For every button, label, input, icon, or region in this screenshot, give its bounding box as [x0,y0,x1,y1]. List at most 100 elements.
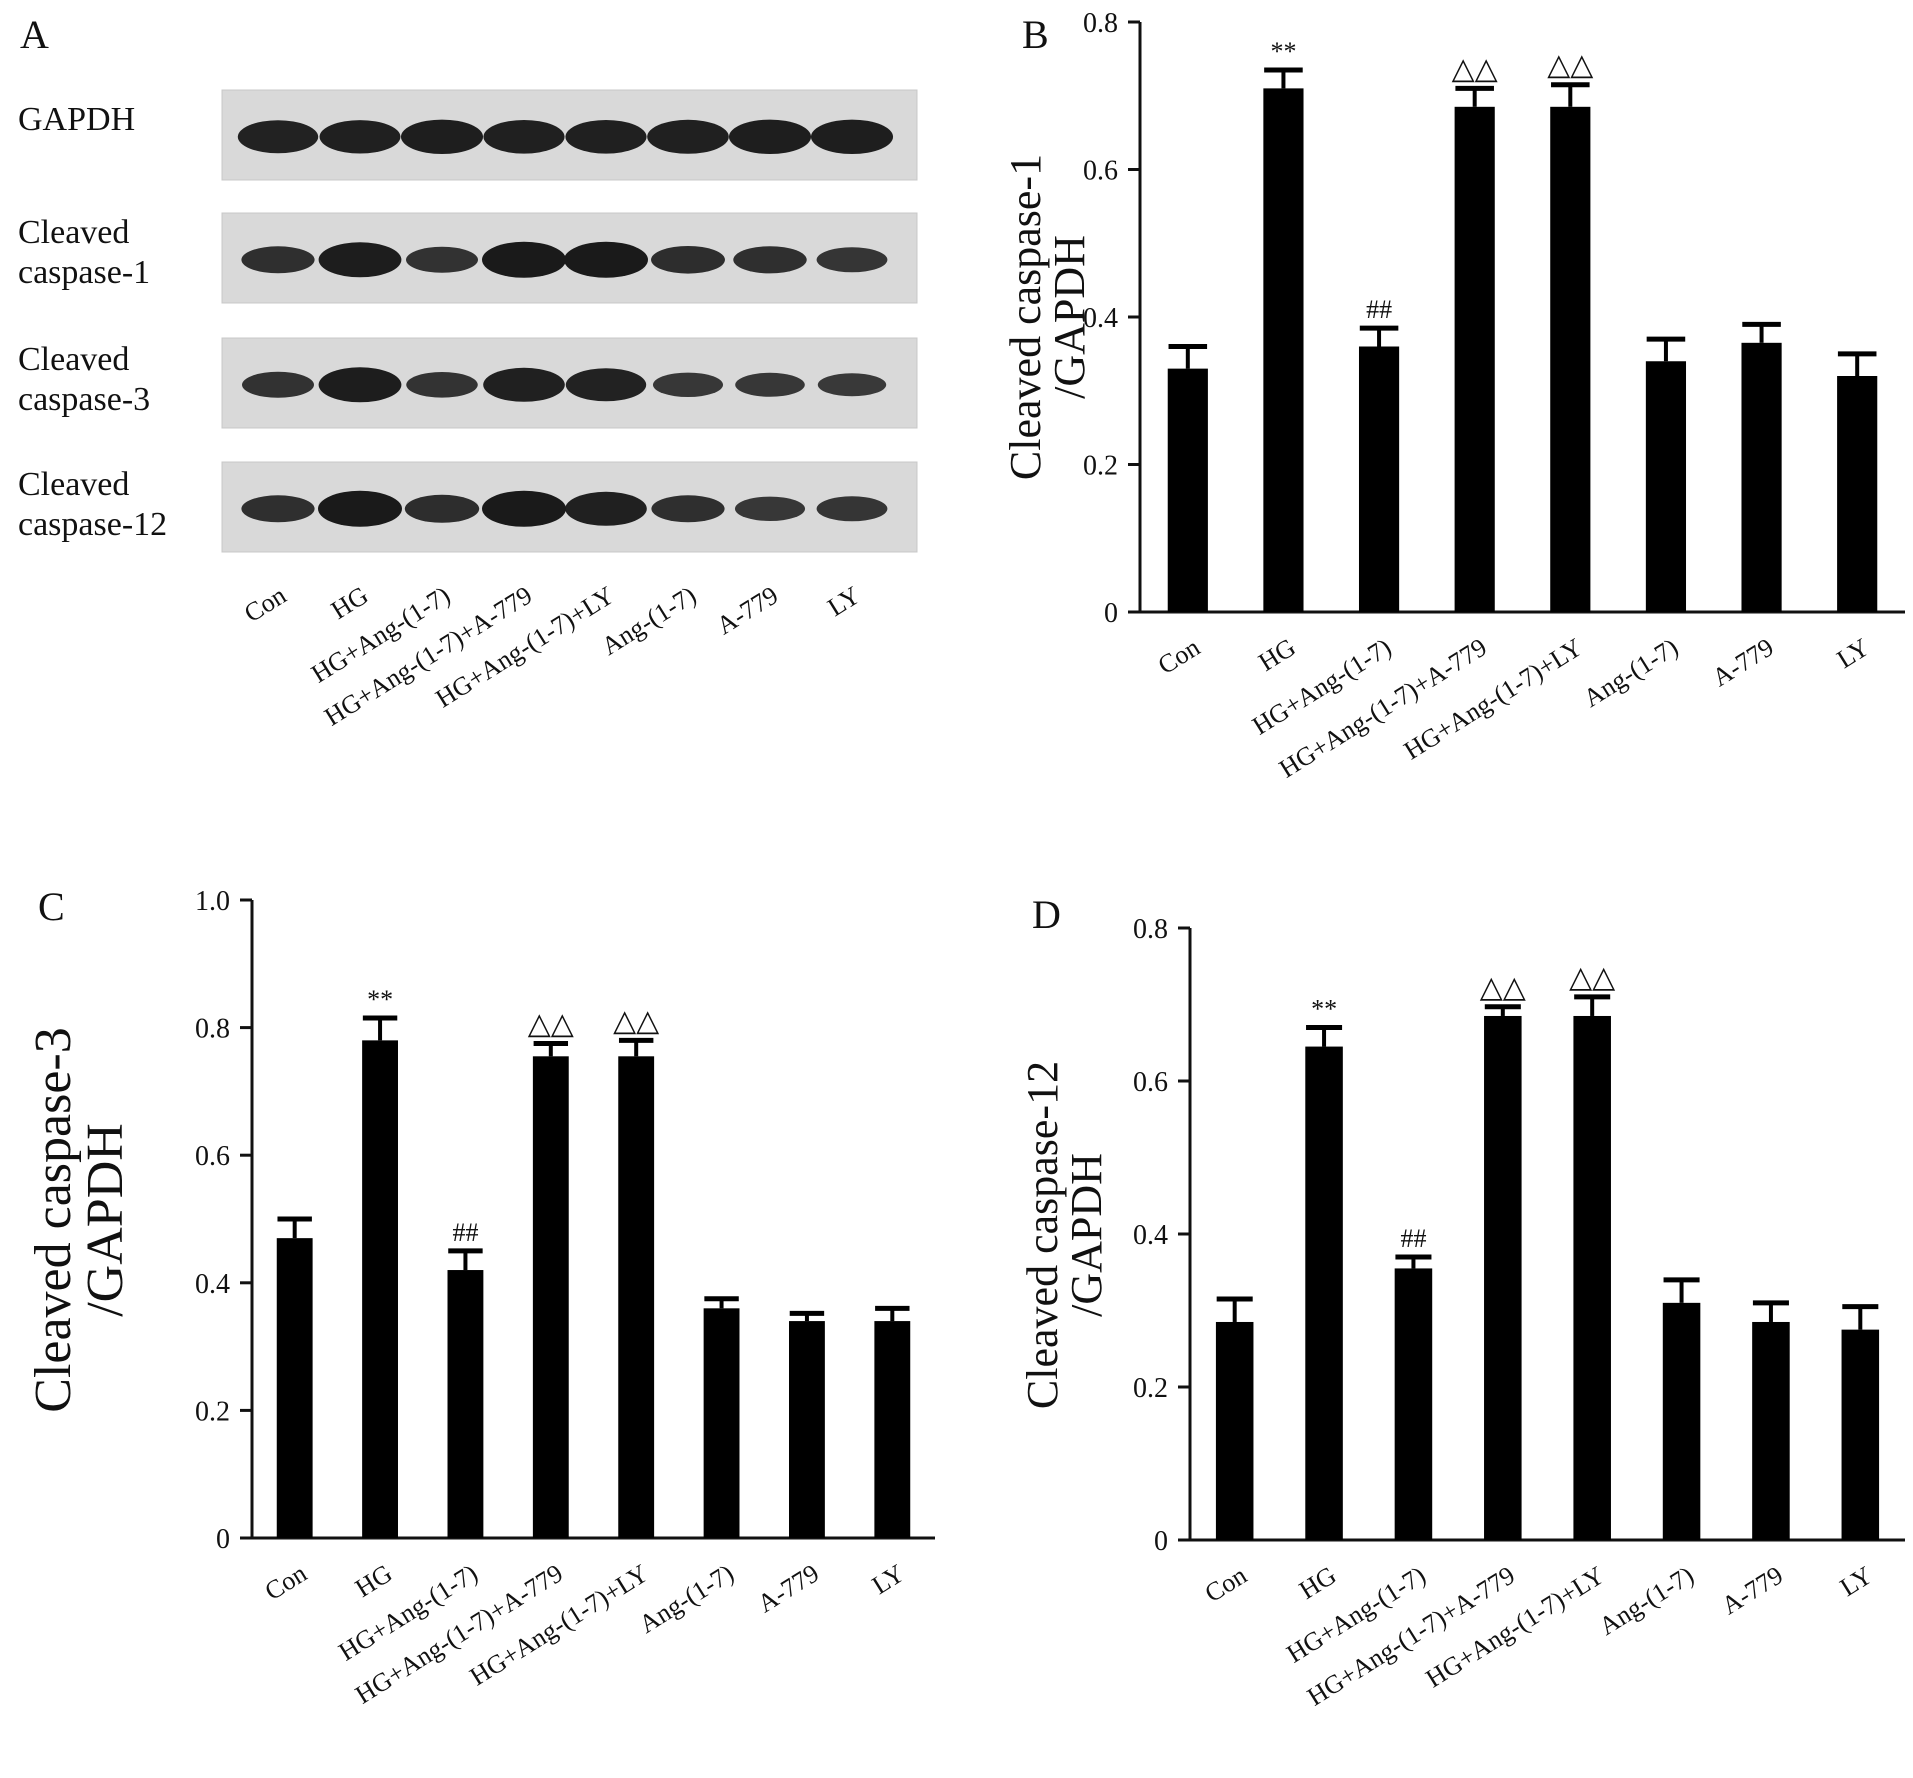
y-axis-label-line: Cleaved caspase-12 [1018,1061,1067,1409]
blot-row-label: caspase-1 [18,254,150,291]
y-tick-label: 0.8 [1133,914,1168,945]
significance-label: ## [1366,295,1392,324]
blot-band [810,119,894,154]
blot-band [565,120,647,154]
bar [1263,88,1304,612]
significance-label: ## [1400,1224,1426,1253]
bar [1662,1302,1701,1540]
bar [1837,376,1878,612]
blot-band [816,496,888,522]
blot-row-label: caspase-3 [18,381,150,418]
blot-band [318,242,402,278]
bar [1305,1046,1343,1540]
blot-band [483,367,565,402]
blot-row-label: GAPDH [18,101,135,138]
y-tick-label: 1.0 [195,886,230,917]
y-tick-label: 0 [1154,1526,1168,1557]
bar [1645,361,1687,612]
y-axis-label-line: /GAPDH [77,1123,134,1317]
y-tick-label: 0.2 [1083,451,1118,482]
y-axis-label-line: /GAPDH [1045,235,1094,399]
blot-band [564,241,648,278]
bar [1484,1015,1522,1540]
y-tick-label: 0.6 [195,1141,230,1172]
significance-label: △△ [1547,49,1593,82]
bar [1215,1321,1254,1540]
y-axis-label: Cleaved caspase-3/GAPDH [25,1027,134,1412]
significance-label: ## [452,1218,478,1247]
blot-band [651,495,725,523]
y-tick-label: 0.2 [195,1396,230,1427]
bar [1752,1321,1790,1540]
bar [703,1308,740,1538]
y-tick-label: 0.2 [1133,1373,1168,1404]
blot-row-label: Cleaved [18,466,129,503]
y-axis-label-line: Cleaved caspase-1 [1001,154,1050,480]
y-tick-label: 0 [1104,598,1118,629]
y-tick-label: 0.8 [195,1014,230,1045]
blot-band [318,367,402,403]
bar [874,1321,911,1538]
significance-label: △△ [1452,52,1498,85]
y-axis-label: Cleaved caspase-12/GAPDH [1018,1061,1111,1409]
blot-band [242,371,314,398]
blot-band [647,119,729,154]
blot-band [483,120,565,154]
significance-label: △△ [613,1004,659,1037]
significance-label: △△ [528,1008,574,1041]
bar [618,1056,655,1538]
blot-band [816,247,888,273]
significance-label: ** [1311,994,1337,1023]
significance-label: ** [367,985,393,1014]
bar [1741,342,1782,612]
y-axis-label: Cleaved caspase-1/GAPDH [1001,154,1094,480]
bar [1394,1268,1433,1540]
panel-letter-c: C [38,884,65,929]
bar [1167,368,1208,612]
y-axis-label-line: /GAPDH [1062,1153,1111,1317]
blot-band [318,490,402,527]
blot-band [652,372,724,397]
bar [1573,1015,1611,1540]
bar [532,1056,569,1538]
y-tick-label: 0.4 [1133,1220,1168,1251]
blot-row-label: Cleaved [18,214,129,251]
blot-band [817,373,887,397]
bar [1358,346,1400,612]
blot-band [400,119,484,154]
bar [1841,1329,1880,1540]
significance-label: ** [1270,37,1296,66]
blot-band [319,120,401,154]
blot-band [728,119,812,154]
bar [447,1270,484,1538]
blot-band [733,246,807,274]
bar [1550,106,1591,612]
blot-band [565,368,647,402]
blot-band [241,495,315,523]
blot-band [237,120,319,154]
y-tick-label: 0.4 [1083,303,1118,334]
y-tick-label: 0.6 [1133,1067,1168,1098]
bar [362,1040,398,1538]
panel-letter-b: B [1022,12,1049,57]
blot-band [734,496,806,521]
y-tick-label: 0 [216,1524,230,1555]
significance-label: △△ [1480,971,1526,1004]
blot-band [735,372,805,397]
panel-letter-a: A [20,12,49,57]
significance-label: △△ [1569,961,1615,994]
blot-band [651,245,725,274]
blot-band [241,246,315,274]
blot-row-label: Cleaved [18,341,129,378]
y-axis-label-line: Cleaved caspase-3 [25,1027,82,1412]
bar [789,1321,825,1538]
bar [1454,106,1495,612]
blot-band [482,490,566,527]
bar [276,1238,313,1538]
